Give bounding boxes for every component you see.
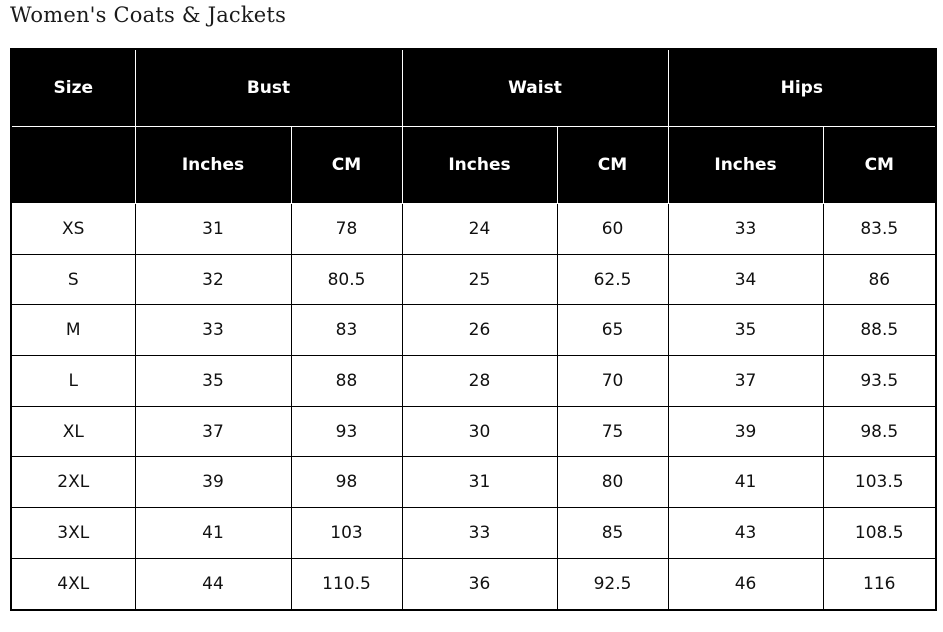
cell-size: 3XL	[10, 507, 136, 559]
table-header: Size Bust Waist Hips Inches CM Inches CM…	[10, 48, 937, 204]
table-row: XS 31 78 24 60 33 83.5	[10, 203, 937, 255]
table-row: 3XL 41 103 33 85 43 108.5	[10, 507, 937, 559]
cell-bust-inches: 33	[134, 304, 292, 357]
cell-bust-inches: 37	[134, 405, 292, 458]
cell-size: 2XL	[10, 456, 136, 509]
cell-size: XL	[10, 405, 136, 458]
cell-hips-inches: 39	[667, 405, 824, 458]
cell-bust-cm: 98	[290, 456, 403, 509]
cell-hips-inches: 41	[667, 456, 824, 509]
header-waist-inches: Inches	[401, 126, 558, 204]
table-row: XL 37 93 30 75 39 98.5	[10, 405, 937, 458]
cell-size: S	[10, 253, 136, 306]
header-bust-cm: CM	[290, 126, 403, 204]
cell-size: 4XL	[10, 557, 136, 611]
cell-hips-inches: 46	[667, 557, 824, 611]
table-row: 4XL 44 110.5 36 92.5 46 116	[10, 557, 937, 611]
cell-waist-cm: 65	[556, 304, 669, 357]
cell-waist-cm: 80	[556, 456, 669, 509]
cell-hips-inches: 43	[667, 507, 824, 559]
page-title: Women's Coats & Jackets	[10, 3, 287, 27]
cell-hips-cm: 103.5	[822, 456, 937, 509]
cell-bust-inches: 44	[134, 557, 292, 611]
cell-hips-cm: 93.5	[822, 355, 937, 407]
cell-bust-cm: 78	[290, 203, 403, 255]
cell-waist-inches: 26	[401, 304, 558, 357]
cell-waist-inches: 24	[401, 203, 558, 255]
cell-bust-cm: 110.5	[290, 557, 403, 611]
cell-hips-inches: 35	[667, 304, 824, 357]
group-header-row: Size Bust Waist Hips	[10, 48, 937, 127]
cell-hips-cm: 88.5	[822, 304, 937, 357]
table-row: 2XL 39 98 31 80 41 103.5	[10, 456, 937, 509]
table-row: M 33 83 26 65 35 88.5	[10, 304, 937, 357]
cell-bust-inches: 35	[134, 355, 292, 407]
table-body: XS 31 78 24 60 33 83.5 S 32 80.5 25 62.5 34 86 M 33 83 26…	[10, 203, 937, 611]
cell-waist-inches: 31	[401, 456, 558, 509]
cell-hips-cm: 83.5	[822, 203, 937, 255]
cell-waist-cm: 62.5	[556, 253, 669, 306]
cell-bust-cm: 83	[290, 304, 403, 357]
cell-bust-cm: 103	[290, 507, 403, 559]
cell-bust-cm: 88	[290, 355, 403, 407]
header-hips-cm: CM	[822, 126, 937, 204]
cell-hips-inches: 33	[667, 203, 824, 255]
cell-bust-inches: 39	[134, 456, 292, 509]
header-bust-inches: Inches	[134, 126, 292, 204]
cell-waist-cm: 60	[556, 203, 669, 255]
cell-size: L	[10, 355, 136, 407]
cell-waist-cm: 70	[556, 355, 669, 407]
cell-waist-inches: 33	[401, 507, 558, 559]
table-row: S 32 80.5 25 62.5 34 86	[10, 253, 937, 306]
cell-hips-cm: 98.5	[822, 405, 937, 458]
cell-hips-inches: 37	[667, 355, 824, 407]
cell-waist-inches: 36	[401, 557, 558, 611]
header-hips-inches: Inches	[667, 126, 824, 204]
cell-waist-cm: 75	[556, 405, 669, 458]
cell-waist-cm: 92.5	[556, 557, 669, 611]
cell-bust-inches: 31	[134, 203, 292, 255]
cell-hips-cm: 108.5	[822, 507, 937, 559]
header-bust: Bust	[134, 48, 403, 127]
cell-waist-inches: 30	[401, 405, 558, 458]
header-waist: Waist	[401, 48, 669, 127]
header-hips: Hips	[667, 48, 937, 127]
size-chart-table: Size Bust Waist Hips Inches CM Inches CM…	[10, 48, 938, 611]
cell-hips-inches: 34	[667, 253, 824, 306]
header-empty	[10, 126, 136, 204]
header-waist-cm: CM	[556, 126, 669, 204]
unit-header-row: Inches CM Inches CM Inches CM	[10, 126, 937, 204]
cell-hips-cm: 116	[822, 557, 937, 611]
header-size: Size	[10, 48, 136, 127]
cell-size: M	[10, 304, 136, 357]
cell-bust-cm: 93	[290, 405, 403, 458]
cell-waist-inches: 28	[401, 355, 558, 407]
cell-bust-cm: 80.5	[290, 253, 403, 306]
cell-waist-cm: 85	[556, 507, 669, 559]
cell-size: XS	[10, 203, 136, 255]
cell-waist-inches: 25	[401, 253, 558, 306]
cell-hips-cm: 86	[822, 253, 937, 306]
cell-bust-inches: 32	[134, 253, 292, 306]
cell-bust-inches: 41	[134, 507, 292, 559]
table-row: L 35 88 28 70 37 93.5	[10, 355, 937, 407]
